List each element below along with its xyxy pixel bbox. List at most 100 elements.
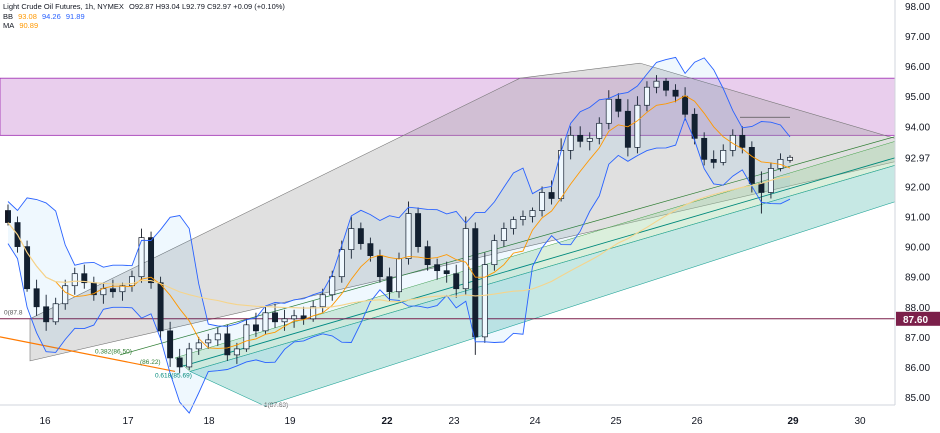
time-tick-label: 29 [787,416,799,427]
candle-body [663,80,669,91]
time-tick-label: 30 [854,416,866,427]
candle-body [43,306,50,323]
bb-legend[interactable]: BB 93.08 94.26 91.89 [3,12,88,21]
time-tick-label: 17 [122,416,134,427]
candle-body [338,249,345,278]
price-tick-label: 94.00 [905,122,930,133]
candle-body [748,147,755,184]
candle-body [787,156,793,161]
candle-body [52,303,59,323]
price-tick-label: 85.00 [905,393,930,404]
candle-body [424,246,431,266]
candle-body [386,276,393,293]
candle-body [548,192,555,199]
fib-1-label: 1(87.63) [264,402,288,409]
candle-body [5,210,11,223]
candle-body [481,264,488,338]
bb-fill [8,57,790,414]
candle-body [33,288,40,308]
candle-body [186,348,193,368]
ohlc-values: O92.87 H93.04 L92.79 C92.97 +0.09 (+0.10… [128,2,285,11]
candle-body [109,288,116,293]
bb-basis-value: 93.08 [18,12,37,21]
candle-body [167,330,174,359]
candle-body [710,159,717,163]
candle-body [520,216,526,220]
candle-body [605,98,612,124]
candle-body [233,348,240,356]
candle-body [434,264,441,272]
candle-body [300,315,307,320]
fib-0382-label: 0.382(86.50) [95,348,132,355]
time-axis: 16 17 18 19 22 23 24 25 26 29 30 [0,404,895,427]
time-tick-label: 16 [39,416,51,427]
price-tick-label: 86.00 [905,363,930,374]
bb-upper-value: 94.26 [41,12,61,21]
candle-body [62,285,69,305]
price-marker-label: 87.60 [903,315,928,326]
candle-body [701,137,708,160]
price-marker-87-60 [896,311,940,326]
candle-body [262,312,269,332]
candle-body [510,219,517,229]
candle-body [567,134,574,151]
time-tick-label: 26 [691,416,703,427]
candle-body [415,213,422,247]
candle-body [157,282,164,332]
candle-body [195,342,202,350]
price-tick-label: 96.00 [905,62,930,73]
fib-0-label: 0(87.8 [4,309,23,316]
candle-body [71,273,78,287]
candle-body [243,324,250,350]
candle-body [443,270,450,275]
candle-body [453,273,460,290]
candle-body [682,95,689,115]
resistance-zone [0,77,896,136]
candle-body [81,273,88,284]
candle-body [224,333,231,356]
candle-body [634,104,641,148]
time-tick-label: 24 [529,416,541,427]
candle-body [272,312,278,323]
candle-body [319,294,326,308]
candle-body [586,137,593,142]
candle-body [500,228,507,241]
price-tick-label: 95.00 [905,92,930,103]
candle-body [119,285,126,293]
chart-header: Light Crude Oil Futures, 1h, NYMEX O92.8… [3,2,288,11]
fib-0382-inner-label: (86.22) [140,359,161,366]
candle-body [472,228,479,338]
candle-body [357,228,364,244]
candle-body [539,192,546,211]
candle-body [129,276,135,287]
candle-body [252,324,259,332]
price-tick-label: 89.00 [905,273,930,284]
time-tick-label: 25 [610,416,622,427]
price-tick-label: 87.00 [905,333,930,344]
candle-body [214,333,221,341]
price-tick-label: 92.00 [905,182,930,193]
ma-legend[interactable]: MA 90.89 [3,21,41,30]
channel-midline [119,133,906,356]
candle-body [405,213,412,259]
time-tick-label: 23 [448,416,460,427]
candle-body [176,357,183,368]
candle-body [653,80,660,88]
ma-line [7,175,791,309]
candle-body [596,122,603,139]
candle-body [24,246,31,290]
bb-label: BB [3,12,14,21]
symbol-title: Light Crude Oil Futures, 1h, NYMEX [3,2,124,11]
candle-body [291,315,298,320]
price-tick-label: 91.00 [905,213,930,224]
price-tick-label: 90.00 [905,243,930,254]
candle-body [491,240,498,266]
candle-body [462,228,469,290]
price-tick-label: 97.00 [905,32,930,43]
price-axis: 98.00 97.00 96.00 95.00 94.00 92.97 92.00 91.00… [894,0,940,433]
candle-body [329,276,336,296]
candle-body [691,113,698,139]
candle-body [672,89,679,97]
candle-body [310,306,317,320]
